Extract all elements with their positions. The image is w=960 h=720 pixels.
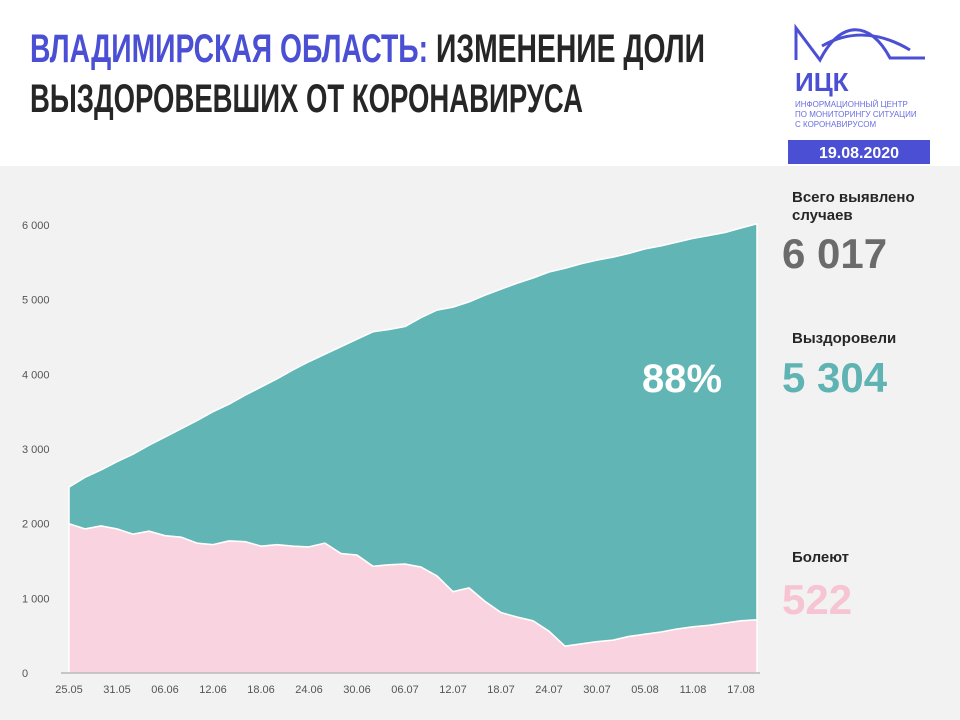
- logo-mark: [794, 23, 925, 63]
- x-tick-label: 05.08: [631, 684, 659, 696]
- y-tick-label: 0: [22, 668, 28, 680]
- logo-mark: [821, 33, 911, 52]
- summary-label: Всего выявлено: [792, 189, 915, 206]
- x-tick-label: 31.05: [103, 684, 131, 696]
- x-tick-label: 30.06: [343, 684, 371, 696]
- logo-text: С КОРОНАВИРУСОМ: [795, 120, 876, 129]
- summary-value: 5 304: [782, 354, 888, 401]
- title-line2: ВЫЗДОРОВЕВШИХ ОТ КОРОНАВИРУСА: [30, 77, 583, 121]
- summary-value: 6 017: [782, 230, 887, 277]
- x-tick-label: 17.08: [727, 684, 755, 696]
- summary-value: 522: [782, 576, 852, 623]
- logo-name: ИЦК: [795, 67, 849, 97]
- x-tick-label: 18.07: [487, 684, 515, 696]
- y-tick-label: 3 000: [22, 444, 50, 456]
- x-tick-label: 30.07: [583, 684, 611, 696]
- x-tick-label: 12.06: [199, 684, 227, 696]
- annotation: 88%: [642, 357, 722, 401]
- y-tick-label: 4 000: [22, 369, 50, 381]
- plot: 0 1 000 2 000 3 000 4 000 5 000 6 000 25.05 31.0…: [22, 220, 760, 696]
- y-tick-label: 2 000: [22, 519, 50, 531]
- x-tick-label: 24.06: [295, 684, 323, 696]
- x-tick-label: 11.08: [680, 684, 707, 696]
- logo: [794, 23, 925, 63]
- y-tick-label: 6 000: [22, 220, 50, 232]
- x-tick-label: 12.07: [439, 684, 467, 696]
- legend-label: Болеют: [792, 549, 849, 566]
- title: ИЗМЕНЕНИЕ ДОЛИ: [436, 27, 705, 71]
- summary-label: случаев: [792, 207, 853, 224]
- x-tick-label: 18.06: [247, 684, 275, 696]
- area: [68, 222, 758, 647]
- title-accent: ВЛАДИМИРСКАЯ ОБЛАСТЬ:: [30, 27, 428, 71]
- x-tick-label: 06.07: [391, 684, 419, 696]
- x-tick-label: 06.06: [151, 684, 179, 696]
- y-tick-label: 5 000: [22, 295, 50, 307]
- date: 19.08.2020: [819, 145, 899, 162]
- y-tick-label: 1 000: [22, 593, 50, 605]
- logo-text: ПО МОНИТОРИНГУ СИТУАЦИИ: [795, 110, 917, 119]
- x-tick-label: 25.05: [55, 684, 83, 696]
- x-tick-label: 24.07: [535, 684, 563, 696]
- legend-label: Выздоровели: [792, 330, 896, 347]
- logo-text: ИНФОРМАЦИОННЫЙ ЦЕНТР: [795, 100, 908, 109]
- header-background: [0, 0, 960, 166]
- date-box: [788, 140, 930, 164]
